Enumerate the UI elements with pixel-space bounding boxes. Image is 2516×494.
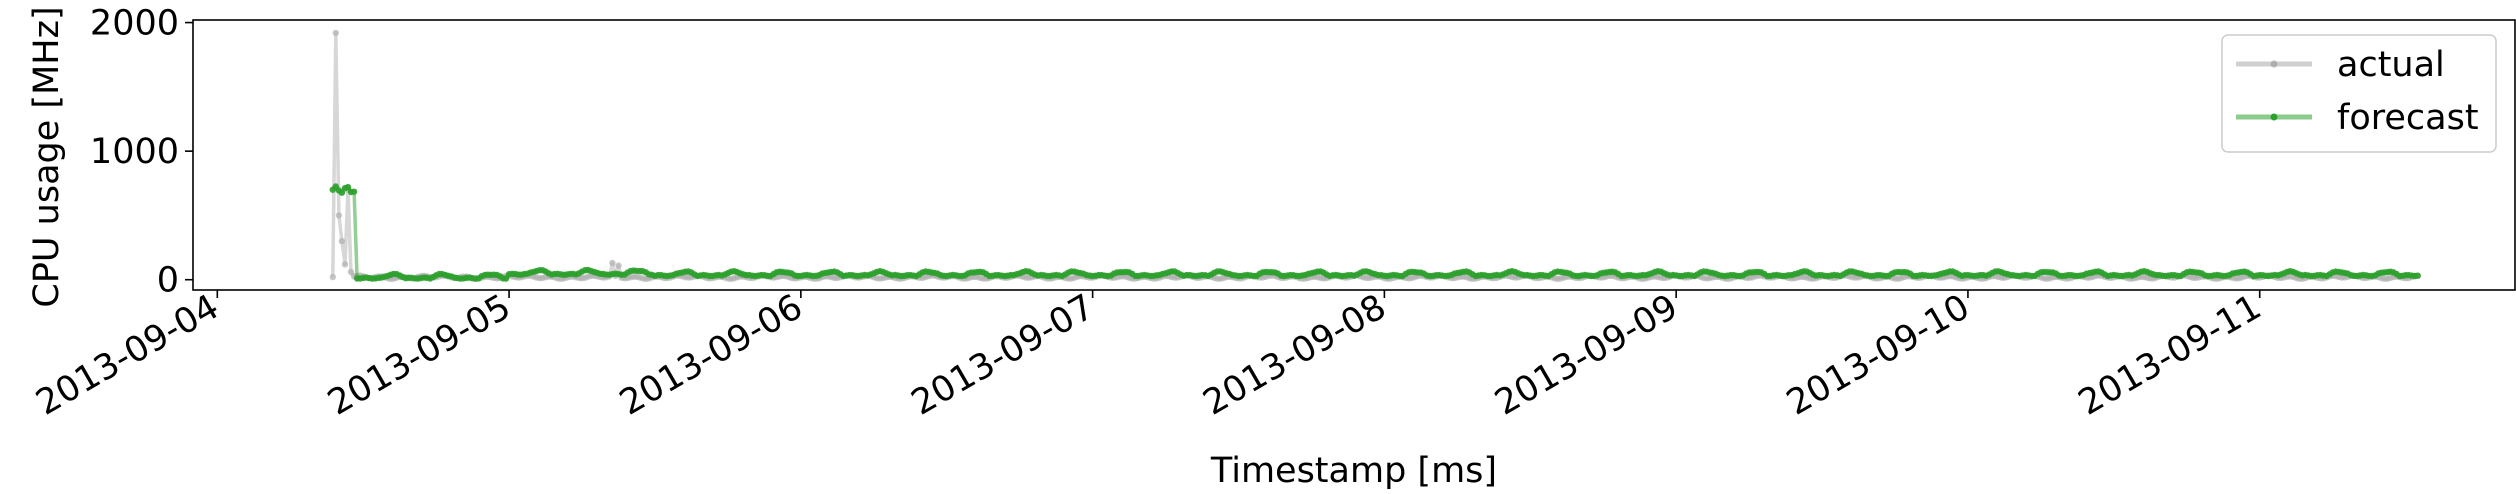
series-actual bbox=[329, 29, 2421, 282]
legend-actual-marker bbox=[2270, 60, 2278, 68]
legend: actual forecast bbox=[2221, 34, 2497, 153]
y-tick-label: 0 bbox=[157, 261, 179, 301]
x-tick-label: 2013-09-09 bbox=[1489, 287, 1685, 423]
x-tick-label: 2013-09-06 bbox=[613, 287, 809, 423]
legend-actual-label: actual bbox=[2337, 45, 2445, 85]
x-tick-label: 2013-09-11 bbox=[2072, 287, 2268, 423]
x-axis-label: Timestamp [ms] bbox=[1210, 451, 1497, 490]
axis-layer: 2013-09-04 2013-09-05 2013-09-06 2013-09-07… bbox=[30, 4, 2269, 424]
legend-forecast-label: forecast bbox=[2337, 98, 2479, 138]
data-point-actual bbox=[332, 29, 339, 37]
data-point-actual bbox=[341, 261, 349, 268]
data-point-actual bbox=[615, 262, 622, 269]
data-point-forecast bbox=[2414, 272, 2421, 279]
series-line-forecast bbox=[331, 184, 2418, 281]
data-point-forecast bbox=[338, 189, 346, 196]
legend-forecast-marker bbox=[2270, 113, 2278, 121]
data-point-actual bbox=[338, 237, 346, 245]
data-point-actual bbox=[609, 259, 616, 267]
x-tick-label: 2013-09-08 bbox=[1197, 287, 1393, 423]
y-tick-label: 1000 bbox=[90, 132, 179, 172]
x-tick-label: 2013-09-07 bbox=[905, 287, 1101, 423]
series-layer bbox=[329, 29, 2421, 282]
y-tick-label: 2000 bbox=[90, 4, 179, 44]
series-line-actual bbox=[331, 31, 2418, 281]
data-point-forecast bbox=[344, 183, 352, 191]
y-axis-label: CPU usage [MHz] bbox=[27, 6, 67, 307]
data-point-actual bbox=[335, 212, 343, 219]
data-point-actual bbox=[329, 273, 336, 281]
data-point-actual bbox=[347, 268, 355, 276]
series-forecast bbox=[329, 183, 2421, 282]
data-point-forecast bbox=[350, 188, 358, 195]
plot-frame bbox=[192, 19, 2516, 291]
x-tick-label: 2013-09-10 bbox=[1780, 287, 1976, 423]
x-tick-label: 2013-09-05 bbox=[321, 287, 517, 423]
